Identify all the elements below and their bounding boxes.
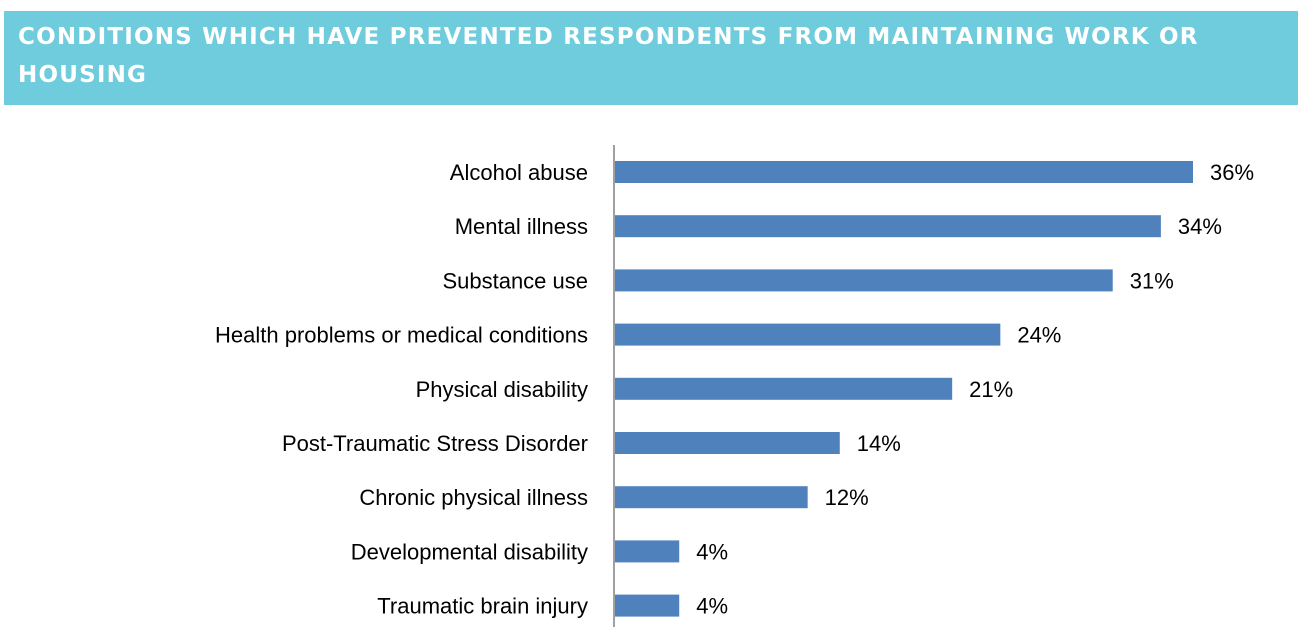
data-label: 14% — [857, 431, 901, 456]
data-label: 21% — [969, 377, 1013, 402]
data-label: 34% — [1178, 214, 1222, 239]
bar — [615, 215, 1161, 238]
bar — [615, 594, 680, 617]
category-label: Post-Traumatic Stress Disorder — [282, 431, 588, 456]
bar — [615, 540, 680, 563]
category-label: Traumatic brain injury — [377, 594, 588, 619]
data-label: 12% — [825, 485, 869, 510]
bar — [615, 377, 953, 400]
bar — [615, 486, 808, 509]
category-label: Chronic physical illness — [359, 485, 588, 510]
title-banner: CONDITIONS WHICH HAVE PREVENTED RESPONDE… — [4, 11, 1298, 105]
data-label: 4% — [696, 594, 728, 619]
bar — [615, 269, 1113, 292]
category-label: Developmental disability — [351, 539, 588, 564]
data-label: 4% — [696, 539, 728, 564]
bar — [615, 432, 840, 454]
category-label: Alcohol abuse — [450, 160, 588, 185]
category-label: Health problems or medical conditions — [215, 323, 588, 348]
category-label: Substance use — [442, 268, 588, 293]
category-label: Mental illness — [455, 214, 588, 239]
bar — [615, 161, 1193, 183]
data-label: 36% — [1210, 160, 1254, 185]
bar — [615, 323, 1001, 346]
data-label: 24% — [1017, 323, 1061, 348]
chart-title: CONDITIONS WHICH HAVE PREVENTED RESPONDE… — [18, 24, 1199, 88]
category-label: Physical disability — [416, 377, 588, 402]
data-label: 31% — [1130, 268, 1174, 293]
